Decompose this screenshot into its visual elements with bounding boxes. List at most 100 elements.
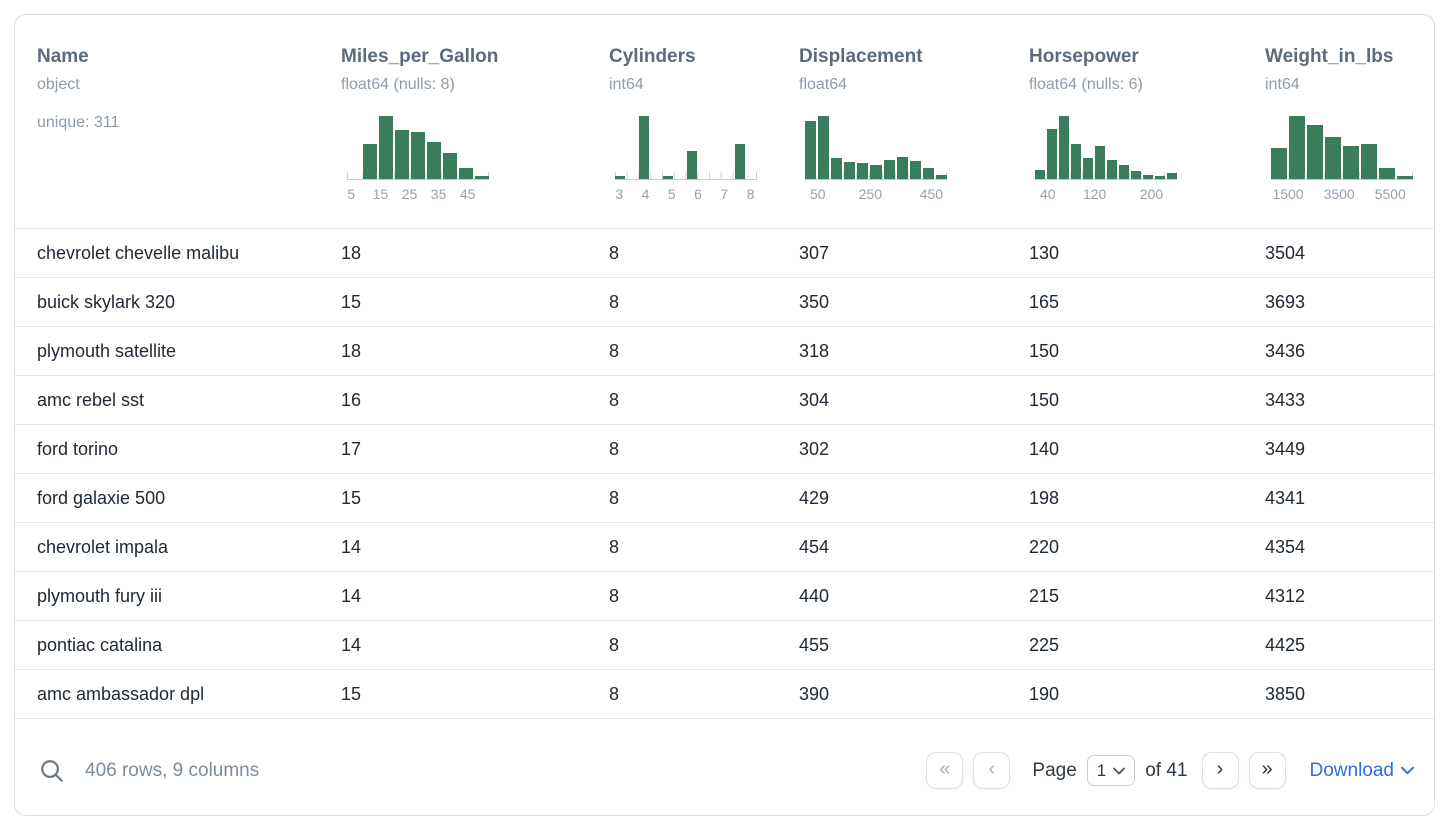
table-cell: 8	[609, 474, 799, 522]
table-cell: 3850	[1265, 670, 1435, 718]
axis-tick-label: 1500	[1272, 186, 1303, 202]
table-cell: 14	[341, 523, 609, 571]
table-cell: 3449	[1265, 425, 1435, 473]
table-cell: 15	[341, 670, 609, 718]
table-cell: 215	[1029, 572, 1265, 620]
table-cell: 3693	[1265, 278, 1435, 326]
histogram-bar	[1083, 158, 1093, 179]
download-label: Download	[1310, 760, 1395, 782]
histogram-bar	[1143, 175, 1153, 179]
table-cell: 440	[799, 572, 1029, 620]
histogram-bar	[1119, 165, 1129, 179]
column-unique-count: unique: 311	[37, 114, 331, 132]
download-button[interactable]: Download	[1310, 760, 1415, 782]
column-type: int64	[1265, 75, 1435, 94]
page-select[interactable]: 1	[1087, 755, 1135, 786]
column-name: Cylinders	[609, 45, 789, 69]
histogram-bar	[831, 158, 842, 179]
histogram-bar	[639, 116, 649, 179]
histogram-bar	[1131, 171, 1141, 179]
table-cell: 8	[609, 327, 799, 375]
table-cell: 302	[799, 425, 1029, 473]
prev-page-button[interactable]: ‹	[973, 752, 1010, 789]
column-type: int64	[609, 75, 789, 94]
table-cell: 4354	[1265, 523, 1435, 571]
histogram-bars	[615, 116, 757, 179]
histogram-plot	[805, 116, 947, 180]
axis-tick-label: 35	[431, 186, 447, 202]
histogram-bar	[735, 144, 745, 179]
histogram-bar	[1071, 144, 1081, 179]
column-name: Displacement	[799, 45, 1019, 69]
footer-status-group: 406 rows, 9 columns	[39, 758, 259, 784]
histogram-bar	[923, 168, 934, 179]
pagination-controls: « ‹ Page 1 of 41 › » Download	[926, 752, 1414, 789]
histogram-bar	[1047, 129, 1057, 179]
table-cell: 8	[609, 229, 799, 277]
page-total-label: of 41	[1145, 760, 1187, 782]
histogram-bar	[1107, 160, 1117, 179]
table-cell: 8	[609, 376, 799, 424]
histogram-bars	[1271, 116, 1413, 179]
table-cell: 150	[1029, 327, 1265, 375]
last-page-button[interactable]: »	[1249, 752, 1286, 789]
histogram-bar	[910, 161, 921, 179]
histogram-bar	[1325, 137, 1341, 179]
table-cell: buick skylark 320	[15, 278, 341, 326]
column-type: float64 (nulls: 8)	[341, 75, 599, 94]
table-footer: 406 rows, 9 columns « ‹ Page 1 of 41 › »…	[15, 732, 1434, 815]
histogram-bar	[475, 176, 489, 179]
axis-tick-label: 40	[1040, 186, 1056, 202]
table-cell: 16	[341, 376, 609, 424]
next-page-button[interactable]: ›	[1202, 752, 1239, 789]
histogram-bar	[459, 168, 473, 179]
table-cell: 15	[341, 474, 609, 522]
table-cell: 3504	[1265, 229, 1435, 277]
histogram-bar	[844, 162, 855, 179]
first-page-button[interactable]: «	[926, 752, 963, 789]
axis-tick-label: 45	[460, 186, 476, 202]
histogram-bar	[805, 121, 816, 179]
table-cell: amc rebel sst	[15, 376, 341, 424]
histogram-bar	[1289, 116, 1305, 179]
histogram-bar	[1035, 170, 1045, 179]
column-name: Horsepower	[1029, 45, 1255, 69]
histogram-bar	[936, 175, 947, 179]
histogram-bar	[897, 157, 908, 179]
table-cell: 140	[1029, 425, 1265, 473]
table-cell: 18	[341, 327, 609, 375]
table-cell: ford torino	[15, 425, 341, 473]
search-icon[interactable]	[39, 758, 65, 784]
table-cell: 304	[799, 376, 1029, 424]
histogram-bar	[411, 132, 425, 179]
column-name: Name	[37, 45, 331, 69]
histogram-bar	[857, 163, 868, 179]
histogram-bar	[1095, 146, 1105, 179]
axis-tick-label: 450	[920, 186, 943, 202]
table-cell: 318	[799, 327, 1029, 375]
table-cell: plymouth fury iii	[15, 572, 341, 620]
table-cell: 454	[799, 523, 1029, 571]
column-type: float64 (nulls: 6)	[1029, 75, 1255, 94]
axis-tick-label: 50	[810, 186, 826, 202]
